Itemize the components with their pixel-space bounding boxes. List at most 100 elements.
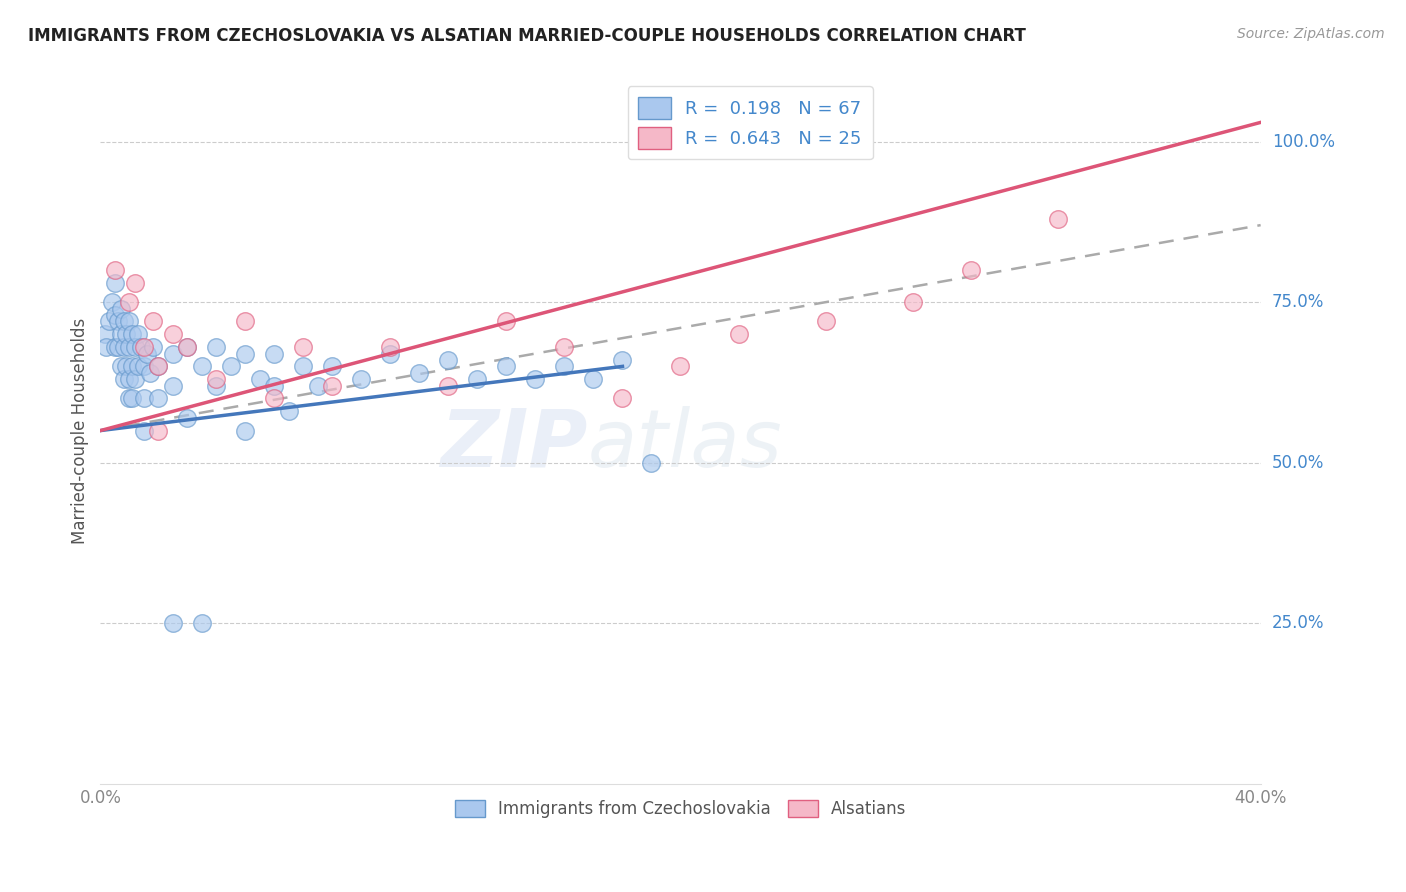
- Point: [132, 424, 155, 438]
- Point: [115, 327, 138, 342]
- Point: [235, 346, 257, 360]
- Point: [142, 340, 165, 354]
- Point: [495, 359, 517, 374]
- Point: [104, 308, 127, 322]
- Point: [107, 314, 129, 328]
- Point: [612, 392, 634, 406]
- Point: [524, 372, 547, 386]
- Point: [135, 346, 157, 360]
- Point: [118, 340, 141, 354]
- Point: [107, 340, 129, 354]
- Point: [124, 372, 146, 386]
- Point: [148, 424, 170, 438]
- Point: [321, 359, 343, 374]
- Point: [582, 372, 605, 386]
- Text: atlas: atlas: [588, 406, 782, 483]
- Text: 100.0%: 100.0%: [1272, 133, 1334, 151]
- Point: [553, 359, 575, 374]
- Point: [263, 346, 285, 360]
- Point: [669, 359, 692, 374]
- Point: [162, 378, 184, 392]
- Point: [148, 359, 170, 374]
- Point: [249, 372, 271, 386]
- Point: [219, 359, 242, 374]
- Point: [292, 359, 315, 374]
- Point: [235, 314, 257, 328]
- Point: [112, 314, 135, 328]
- Point: [112, 340, 135, 354]
- Point: [121, 327, 143, 342]
- Text: IMMIGRANTS FROM CZECHOSLOVAKIA VS ALSATIAN MARRIED-COUPLE HOUSEHOLDS CORRELATION: IMMIGRANTS FROM CZECHOSLOVAKIA VS ALSATI…: [28, 27, 1026, 45]
- Point: [495, 314, 517, 328]
- Point: [263, 378, 285, 392]
- Point: [162, 327, 184, 342]
- Point: [191, 616, 214, 631]
- Point: [380, 346, 402, 360]
- Legend: Immigrants from Czechoslovakia, Alsatians: Immigrants from Czechoslovakia, Alsatian…: [449, 793, 912, 825]
- Point: [118, 392, 141, 406]
- Point: [901, 295, 924, 310]
- Point: [110, 327, 132, 342]
- Point: [292, 340, 315, 354]
- Point: [98, 314, 121, 328]
- Point: [132, 392, 155, 406]
- Point: [121, 392, 143, 406]
- Point: [612, 353, 634, 368]
- Point: [118, 314, 141, 328]
- Point: [138, 366, 160, 380]
- Point: [640, 456, 662, 470]
- Point: [205, 340, 228, 354]
- Point: [104, 263, 127, 277]
- Point: [235, 424, 257, 438]
- Text: Source: ZipAtlas.com: Source: ZipAtlas.com: [1237, 27, 1385, 41]
- Point: [727, 327, 749, 342]
- Point: [263, 392, 285, 406]
- Point: [124, 340, 146, 354]
- Point: [104, 276, 127, 290]
- Point: [129, 340, 152, 354]
- Point: [104, 340, 127, 354]
- Point: [162, 616, 184, 631]
- Point: [142, 314, 165, 328]
- Point: [124, 276, 146, 290]
- Point: [127, 359, 149, 374]
- Point: [205, 378, 228, 392]
- Point: [121, 359, 143, 374]
- Text: 25.0%: 25.0%: [1272, 615, 1324, 632]
- Point: [321, 378, 343, 392]
- Point: [148, 392, 170, 406]
- Point: [959, 263, 981, 277]
- Point: [467, 372, 489, 386]
- Point: [176, 340, 198, 354]
- Y-axis label: Married-couple Households: Married-couple Households: [72, 318, 89, 544]
- Point: [408, 366, 430, 380]
- Text: ZIP: ZIP: [440, 406, 588, 483]
- Point: [94, 340, 117, 354]
- Point: [307, 378, 329, 392]
- Point: [101, 295, 124, 310]
- Point: [176, 340, 198, 354]
- Point: [112, 372, 135, 386]
- Point: [127, 327, 149, 342]
- Point: [191, 359, 214, 374]
- Point: [1046, 211, 1069, 226]
- Point: [205, 372, 228, 386]
- Point: [277, 404, 299, 418]
- Text: 75.0%: 75.0%: [1272, 293, 1324, 311]
- Point: [437, 378, 460, 392]
- Point: [350, 372, 373, 386]
- Point: [380, 340, 402, 354]
- Point: [814, 314, 837, 328]
- Point: [176, 410, 198, 425]
- Point: [118, 372, 141, 386]
- Point: [110, 359, 132, 374]
- Point: [132, 359, 155, 374]
- Point: [148, 359, 170, 374]
- Point: [118, 295, 141, 310]
- Point: [162, 346, 184, 360]
- Text: 50.0%: 50.0%: [1272, 454, 1324, 472]
- Point: [93, 327, 115, 342]
- Point: [110, 301, 132, 316]
- Point: [553, 340, 575, 354]
- Point: [132, 340, 155, 354]
